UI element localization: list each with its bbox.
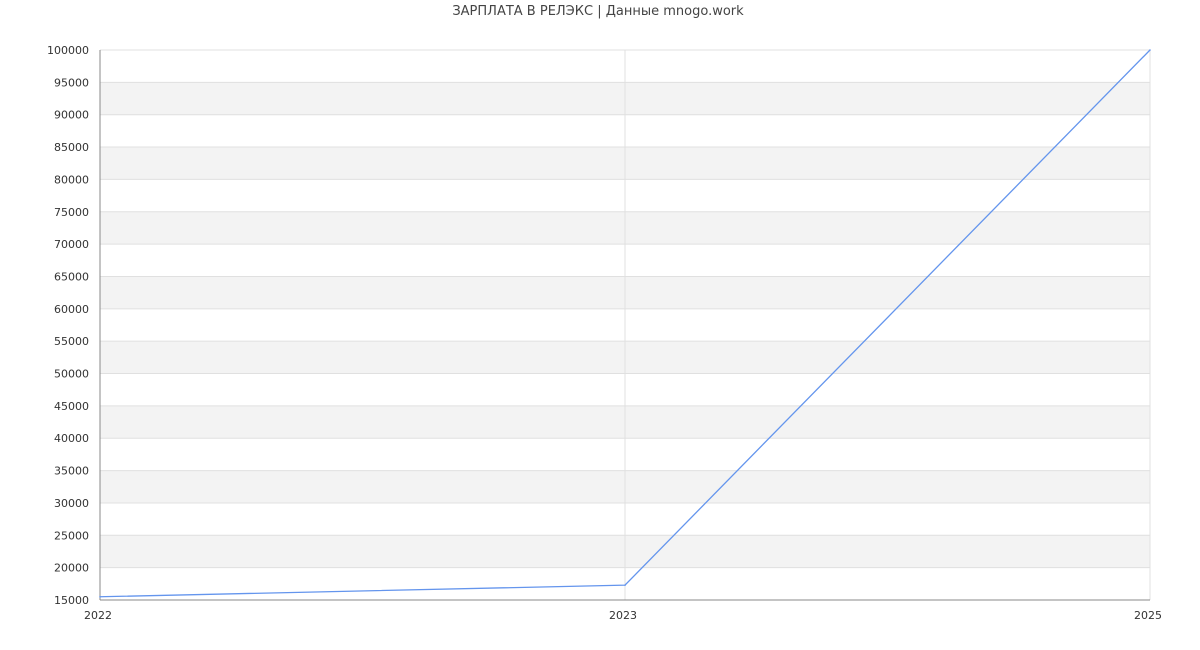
x-tick-label: 2022 (84, 609, 112, 622)
y-tick-label: 35000 (54, 465, 89, 478)
y-tick-label: 65000 (54, 270, 89, 283)
y-tick-label: 80000 (54, 173, 89, 186)
x-tick-label: 2023 (609, 609, 637, 622)
y-tick-label: 20000 (54, 562, 89, 575)
y-tick-label: 75000 (54, 206, 89, 219)
y-tick-label: 55000 (54, 335, 89, 348)
chart-title: ЗАРПЛАТА В РЕЛЭКС | Данные mnogo.work (452, 4, 744, 19)
y-tick-label: 40000 (54, 432, 89, 445)
data-point (99, 595, 101, 598)
y-tick-label: 70000 (54, 238, 89, 251)
y-tick-label: 45000 (54, 400, 89, 413)
y-tick-label: 15000 (54, 594, 89, 607)
y-tick-label: 30000 (54, 497, 89, 510)
y-tick-label: 60000 (54, 303, 89, 316)
y-tick-label: 50000 (54, 368, 89, 381)
y-tick-label: 95000 (54, 76, 89, 89)
y-tick-label: 90000 (54, 109, 89, 122)
data-point (1149, 49, 1151, 51)
data-point (624, 584, 626, 586)
y-tick-label: 85000 (54, 141, 89, 154)
y-tick-label: 100000 (47, 44, 89, 57)
y-tick-label: 25000 (54, 529, 89, 542)
x-tick-label: 2025 (1134, 609, 1162, 622)
